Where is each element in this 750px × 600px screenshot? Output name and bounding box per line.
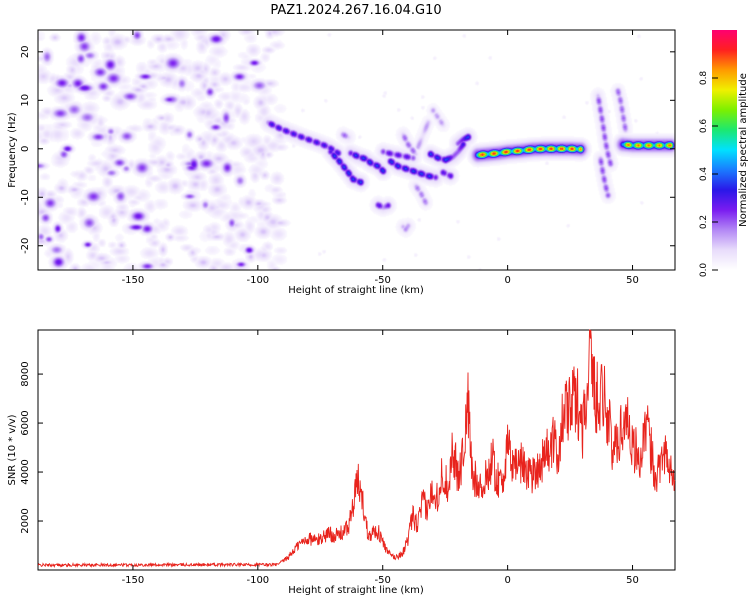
y-tick-label: 4000 [20, 459, 31, 484]
colorbar-tick-label: 0.0 [699, 263, 709, 278]
spectrogram-x-axis: -150 -100 -50 0 50 [122, 30, 639, 286]
spectrogram-image [38, 30, 675, 270]
spectrogram-frame [37, 29, 676, 271]
colorbar-gradient [712, 30, 737, 270]
y-tick-label: -20 [20, 238, 31, 254]
x-tick-label: -50 [375, 575, 391, 586]
snr-x-axis: -150 -100 -50 0 50 [122, 330, 639, 586]
colorbar-label: Normalized spectral amplitude [738, 73, 749, 227]
colorbar-tick-label: 0.2 [699, 215, 709, 229]
y-tick-label: 6000 [20, 410, 31, 435]
snr-x-axis-label: Height of straight line (km) [288, 585, 424, 596]
snr-series-line [37, 329, 676, 569]
colorbar-tick-label: 0.8 [699, 71, 709, 86]
x-tick-label: -100 [246, 575, 269, 586]
x-tick-label: 50 [626, 275, 639, 286]
y-tick-label: 2000 [20, 508, 31, 533]
x-tick-label: -150 [122, 275, 145, 286]
y-tick-label: 0 [20, 146, 31, 152]
spectrogram-y-axis: -20 -10 0 10 20 [20, 45, 675, 254]
snr-frame [37, 329, 676, 571]
colorbar-ticks: 0.0 0.2 0.4 0.6 0.8 [699, 71, 718, 278]
x-tick-label: -50 [375, 275, 391, 286]
snr-panel: -150 -100 -50 0 50 2000 4000 6000 8000 Height o… [7, 329, 676, 596]
snr-y-axis: 2000 4000 6000 8000 [20, 361, 675, 534]
y-tick-label: 10 [20, 94, 31, 107]
colorbar-tick-label: 0.6 [699, 119, 709, 134]
x-tick-label: 0 [504, 275, 510, 286]
spectrogram-x-axis-label: Height of straight line (km) [288, 285, 424, 296]
x-tick-label: 0 [504, 575, 510, 586]
x-tick-label: -100 [246, 275, 269, 286]
y-tick-label: 8000 [20, 361, 31, 386]
spectrogram-y-axis-label: Frequency (Hz) [7, 112, 18, 188]
figure-title: PAZ1.2024.267.16.04.G10 [270, 3, 441, 18]
x-tick-label: -150 [122, 575, 145, 586]
x-tick-label: 50 [626, 575, 639, 586]
colorbar-tick-label: 0.4 [699, 167, 709, 182]
snr-y-axis-label: SNR (10 * v/v) [7, 414, 18, 485]
colorbar: 0.0 0.2 0.4 0.6 0.8 Normalized spectral ampl… [699, 30, 749, 277]
y-tick-label: 20 [20, 45, 31, 58]
y-tick-label: -10 [20, 189, 31, 205]
